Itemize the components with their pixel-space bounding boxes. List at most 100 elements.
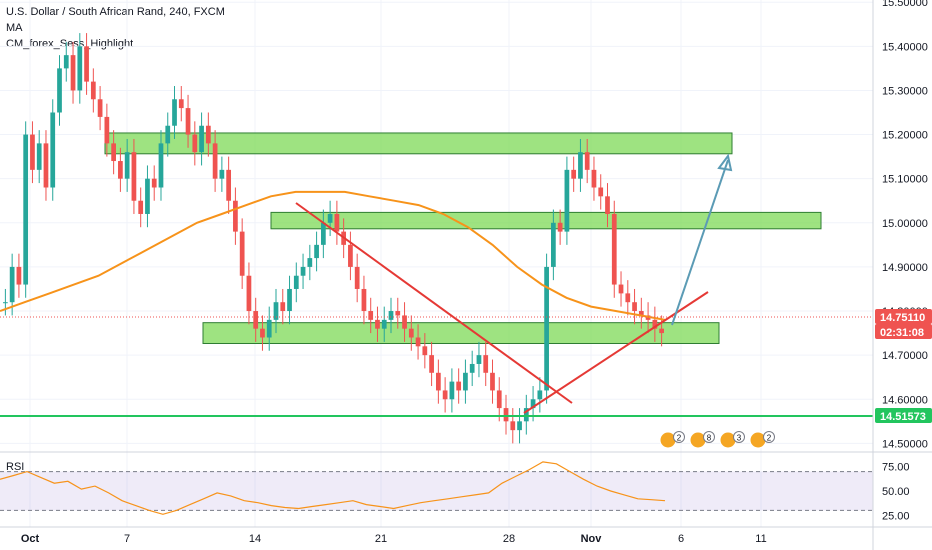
candle-body	[233, 200, 238, 232]
event-count-badge	[673, 431, 685, 443]
candle-body	[591, 169, 597, 188]
time-tick-label: 14	[249, 533, 261, 545]
candle-body	[449, 381, 455, 400]
rsi-tick-label: 75.00	[882, 462, 910, 474]
candle-body	[463, 372, 468, 391]
candle-body	[429, 355, 434, 373]
rsi-tick-label: 50.00	[882, 486, 910, 498]
candle-body	[584, 152, 590, 170]
candle-body	[239, 231, 245, 276]
candle-body	[97, 99, 103, 117]
downtrend-line	[295, 202, 573, 404]
candle-body	[36, 143, 42, 170]
candle-body	[632, 302, 637, 312]
candle-body	[219, 169, 225, 179]
candle-body	[544, 266, 549, 391]
time-tick-label: 21	[375, 533, 387, 545]
candle-body	[598, 187, 604, 197]
rsi-tick-label: 25.00	[882, 510, 910, 522]
candle-body	[571, 169, 577, 179]
candle-body	[490, 372, 495, 391]
candle-body	[9, 266, 15, 303]
time-tick-label: Nov	[581, 533, 603, 545]
candle-body	[314, 244, 319, 259]
candle-body	[131, 152, 137, 201]
candle-body	[266, 319, 272, 338]
candle-body	[320, 222, 326, 245]
price-tick-label: 14.70000	[882, 350, 928, 362]
candle-body	[293, 275, 299, 289]
candle-body	[23, 134, 29, 285]
time-tick-label: 11	[755, 533, 766, 545]
candle-body	[226, 169, 232, 201]
time-tick-label: Oct	[21, 533, 40, 545]
candle-body	[124, 152, 130, 179]
ma-indicator-label[interactable]: MA	[6, 22, 23, 34]
candle-body	[246, 275, 252, 312]
time-tick-label: 7	[124, 533, 130, 545]
event-count-text: 8	[707, 434, 712, 443]
price-tick-label: 15.40000	[882, 41, 928, 53]
candle-body	[456, 381, 462, 391]
candle-body	[578, 152, 583, 179]
price-tick-label: 14.90000	[882, 262, 928, 274]
candle-body	[145, 178, 150, 214]
price-label-text: 14.75110	[880, 312, 925, 324]
candle-body	[503, 408, 509, 422]
candle-body	[375, 319, 380, 329]
session-indicator-label[interactable]: CM_forex_Sess_Highlight	[6, 38, 134, 50]
price-label-box	[875, 309, 932, 324]
candle-body	[476, 355, 482, 364]
candle-body	[151, 178, 157, 188]
candle-body	[381, 319, 387, 329]
price-tick-label: 15.20000	[882, 130, 928, 142]
candle-body	[611, 213, 617, 285]
candle-body	[300, 266, 306, 276]
candle-body	[354, 266, 360, 289]
price-label-box	[875, 324, 932, 339]
candle-body	[659, 328, 664, 334]
resistance-support-zone	[104, 132, 733, 155]
event-count-badge	[703, 431, 715, 443]
candle-body	[280, 302, 286, 312]
event-count-text: 3	[737, 434, 742, 443]
candle-body	[435, 372, 441, 391]
candle-body	[415, 337, 421, 347]
price-tick-label: 15.50000	[882, 0, 928, 9]
candle-body	[185, 108, 191, 135]
candle-body	[63, 55, 69, 69]
rsi-line	[0, 461, 666, 515]
event-count-text: 2	[677, 434, 682, 443]
candle-body	[327, 213, 333, 223]
candle-body	[605, 196, 610, 214]
candle-body	[43, 143, 49, 188]
rsi-band	[0, 471, 873, 511]
candle-body	[618, 284, 624, 294]
price-tick-label: 14.50000	[882, 438, 928, 450]
candle-body	[469, 363, 475, 373]
candle-body	[557, 222, 563, 232]
symbol-title[interactable]: U.S. Dollar / South African Rand, 240, F…	[6, 6, 225, 18]
projection-arrow	[671, 159, 729, 326]
candle-body	[307, 258, 313, 267]
candle-body	[138, 200, 144, 214]
price-label-box	[875, 408, 932, 423]
candle-body	[90, 81, 96, 100]
candle-body	[402, 315, 407, 329]
resistance-support-zone	[270, 211, 822, 230]
candle-body	[212, 143, 218, 179]
candle-body	[442, 390, 448, 400]
chart-legend: U.S. Dollar / South African Rand, 240, F…	[6, 4, 225, 52]
candle-body	[57, 68, 62, 113]
candle-body	[3, 302, 8, 304]
event-count-text: 2	[767, 434, 772, 443]
price-tick-label: 15.10000	[882, 174, 928, 186]
candle-body	[361, 288, 367, 312]
candle-body	[104, 116, 110, 144]
candle-body	[388, 311, 394, 320]
rsi-label[interactable]: RSI	[6, 461, 25, 473]
candle-body	[652, 319, 658, 329]
price-label-text: 02:31:08	[880, 327, 924, 339]
candle-body	[111, 143, 116, 162]
